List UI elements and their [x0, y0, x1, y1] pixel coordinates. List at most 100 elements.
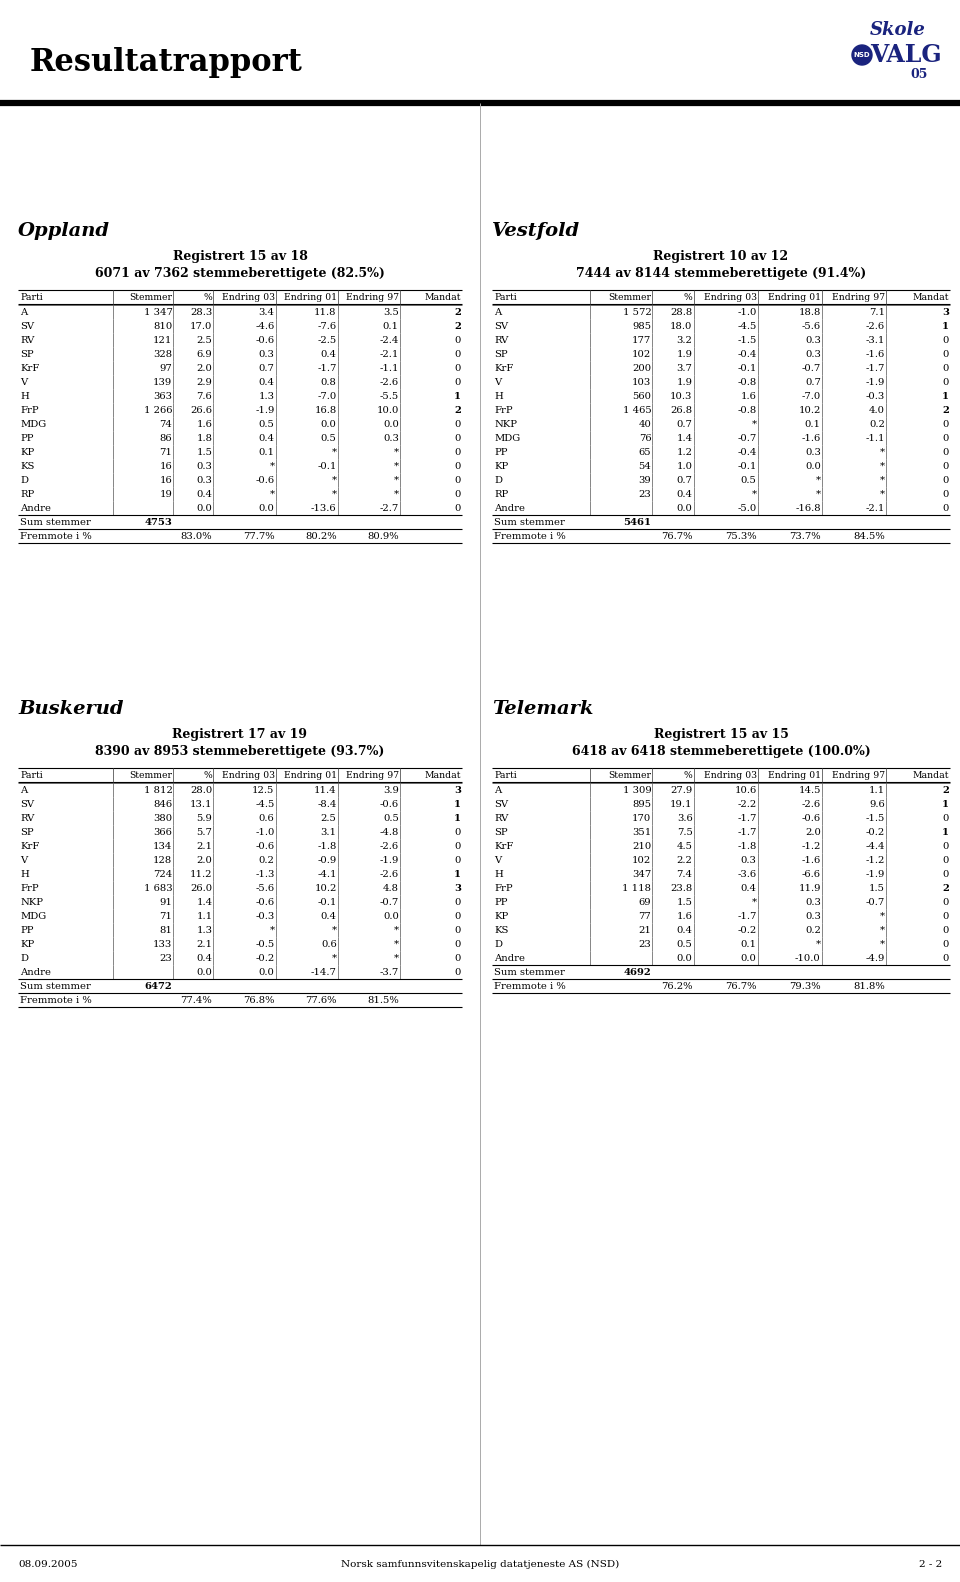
Text: Endring 03: Endring 03 [704, 770, 756, 780]
Text: 2: 2 [942, 884, 949, 894]
Text: 2.5: 2.5 [197, 337, 212, 345]
Text: Registrert 15 av 18: Registrert 15 av 18 [173, 250, 307, 263]
Text: -1.0: -1.0 [255, 829, 275, 837]
Text: 0.3: 0.3 [804, 448, 821, 457]
Text: -2.6: -2.6 [380, 378, 398, 388]
Text: -2.6: -2.6 [380, 842, 398, 851]
Text: -4.8: -4.8 [379, 829, 398, 837]
Text: 0.2: 0.2 [804, 925, 821, 935]
Text: -0.2: -0.2 [737, 925, 756, 935]
Text: 4.0: 4.0 [869, 407, 885, 414]
Text: -0.1: -0.1 [737, 462, 756, 471]
Text: -0.2: -0.2 [255, 954, 275, 963]
Text: 0.4: 0.4 [197, 954, 212, 963]
Text: 0.0: 0.0 [383, 913, 398, 921]
Text: -1.8: -1.8 [318, 842, 337, 851]
Text: 5.7: 5.7 [197, 829, 212, 837]
Text: 1: 1 [454, 870, 461, 880]
Text: 4.5: 4.5 [677, 842, 692, 851]
Text: -7.0: -7.0 [318, 392, 337, 402]
Text: 0: 0 [455, 899, 461, 906]
Text: 0.8: 0.8 [321, 378, 337, 388]
Text: 380: 380 [154, 815, 173, 823]
Text: *: * [331, 448, 337, 457]
Text: 0: 0 [943, 913, 949, 921]
Text: 7.4: 7.4 [677, 870, 692, 880]
Text: 0.0: 0.0 [804, 462, 821, 471]
Text: Mandat: Mandat [913, 293, 949, 302]
Text: 0.4: 0.4 [677, 490, 692, 500]
Text: 1.6: 1.6 [677, 913, 692, 921]
Text: 3: 3 [454, 884, 461, 894]
Text: -0.7: -0.7 [737, 433, 756, 443]
Text: 10.6: 10.6 [734, 786, 756, 796]
Text: 0: 0 [455, 337, 461, 345]
Text: 0.3: 0.3 [741, 856, 756, 865]
Text: -6.6: -6.6 [802, 870, 821, 880]
Text: 0.7: 0.7 [804, 378, 821, 388]
Text: 11.8: 11.8 [314, 308, 337, 318]
Text: *: * [270, 462, 275, 471]
Text: -1.9: -1.9 [866, 378, 885, 388]
Text: RV: RV [20, 815, 35, 823]
Text: 2 - 2: 2 - 2 [919, 1560, 942, 1569]
Text: 13.1: 13.1 [190, 800, 212, 810]
Text: 3.9: 3.9 [383, 786, 398, 796]
Text: 121: 121 [153, 337, 173, 345]
Text: 6.9: 6.9 [197, 350, 212, 359]
Text: *: * [879, 925, 885, 935]
Text: 0.4: 0.4 [197, 490, 212, 500]
Text: 1: 1 [942, 800, 949, 810]
Text: Mandat: Mandat [424, 293, 461, 302]
Text: -2.7: -2.7 [379, 505, 398, 513]
Text: %: % [204, 293, 212, 302]
Text: -5.6: -5.6 [802, 323, 821, 331]
Text: Registrert 15 av 15: Registrert 15 av 15 [654, 728, 788, 740]
Text: 23.8: 23.8 [670, 884, 692, 894]
Text: RP: RP [494, 490, 508, 500]
Text: -4.4: -4.4 [865, 842, 885, 851]
Text: -0.7: -0.7 [866, 899, 885, 906]
Text: Sum stemmer: Sum stemmer [494, 968, 564, 978]
Text: SP: SP [494, 350, 508, 359]
Text: 76.7%: 76.7% [725, 982, 756, 992]
Text: Stemmer: Stemmer [130, 293, 173, 302]
Text: 1.8: 1.8 [197, 433, 212, 443]
Text: 0: 0 [943, 350, 949, 359]
Text: 80.2%: 80.2% [305, 532, 337, 541]
Text: Andre: Andre [20, 505, 51, 513]
Text: 1.4: 1.4 [196, 899, 212, 906]
Text: 1.5: 1.5 [677, 899, 692, 906]
Text: *: * [331, 954, 337, 963]
Text: 0: 0 [455, 829, 461, 837]
Text: Vestfold: Vestfold [492, 221, 580, 240]
Text: KP: KP [20, 940, 35, 949]
Text: 2: 2 [942, 786, 949, 796]
Text: 4.8: 4.8 [383, 884, 398, 894]
Text: -1.3: -1.3 [255, 870, 275, 880]
Text: 0: 0 [455, 925, 461, 935]
Text: -2.5: -2.5 [318, 337, 337, 345]
Text: 18.0: 18.0 [670, 323, 692, 331]
Text: -1.1: -1.1 [379, 364, 398, 373]
Text: *: * [879, 476, 885, 486]
Text: 23: 23 [638, 940, 651, 949]
Text: -4.5: -4.5 [255, 800, 275, 810]
Text: 3.6: 3.6 [677, 815, 692, 823]
Text: SV: SV [494, 800, 508, 810]
Text: 103: 103 [632, 378, 651, 388]
Text: 27.9: 27.9 [670, 786, 692, 796]
Text: Endring 97: Endring 97 [831, 293, 885, 302]
Text: SP: SP [494, 829, 508, 837]
Text: -1.9: -1.9 [866, 870, 885, 880]
Text: -4.6: -4.6 [255, 323, 275, 331]
Text: *: * [879, 490, 885, 500]
Text: RV: RV [494, 337, 509, 345]
Text: KrF: KrF [494, 364, 514, 373]
Text: 77.7%: 77.7% [243, 532, 275, 541]
Text: -0.7: -0.7 [379, 899, 398, 906]
Text: 0: 0 [943, 870, 949, 880]
Text: 0: 0 [455, 448, 461, 457]
Text: V: V [20, 378, 27, 388]
Text: RV: RV [494, 815, 509, 823]
